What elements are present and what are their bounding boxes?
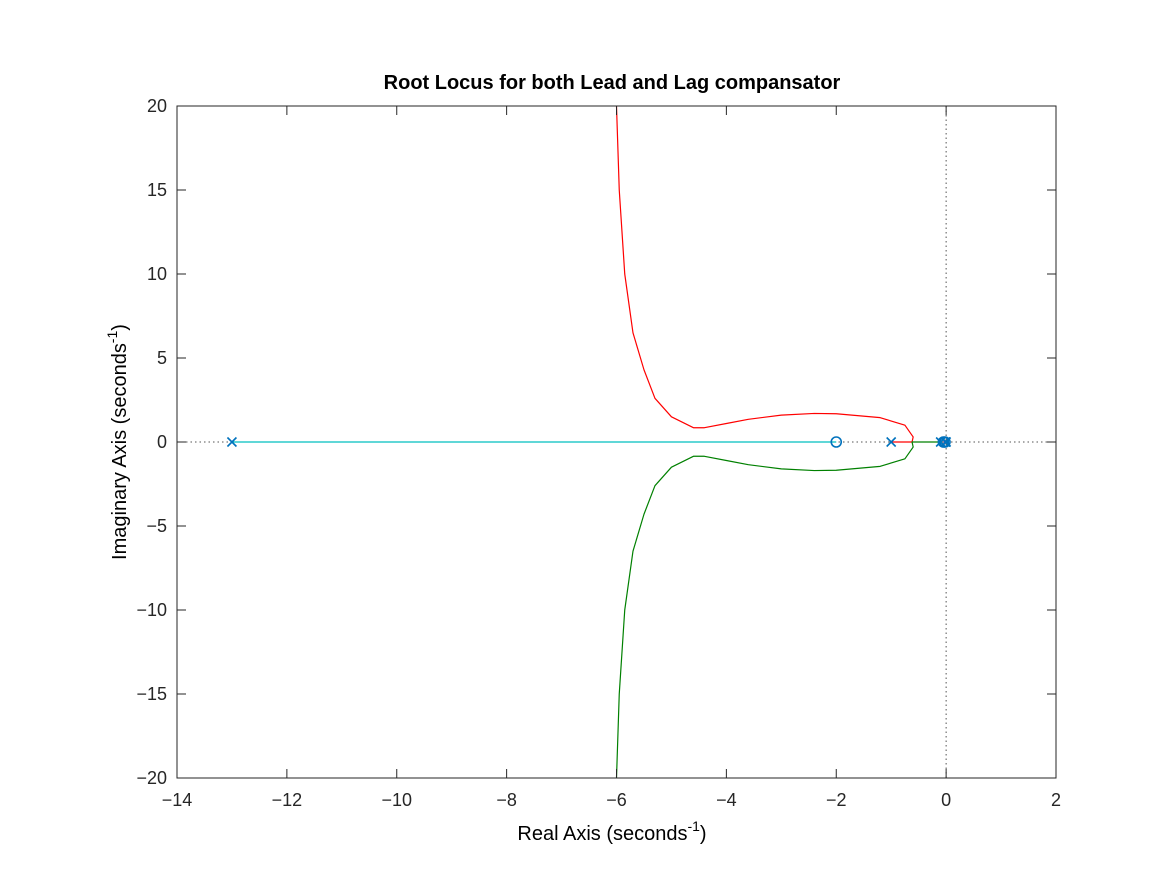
x-tick-label: 0 bbox=[941, 790, 951, 810]
pole-marker-1 bbox=[226, 436, 238, 448]
locus-branches bbox=[231, 105, 947, 779]
y-tick-label: −5 bbox=[146, 516, 167, 536]
x-axis-title: Real Axis (seconds-1) bbox=[517, 818, 706, 845]
chart-title: Root Locus for both Lead and Lag compans… bbox=[384, 72, 841, 94]
pole-marker-2 bbox=[886, 436, 897, 448]
pole-marker-5 bbox=[941, 436, 952, 448]
x-tick-label: −6 bbox=[606, 790, 627, 810]
y-axis-title-exponent: -1 bbox=[104, 331, 120, 344]
y-axis-title-tail: ) bbox=[109, 324, 131, 331]
locus-branch-2 bbox=[615, 441, 941, 779]
y-tick-label: −20 bbox=[136, 768, 167, 788]
locus-branch-1 bbox=[615, 105, 914, 443]
x-axis-title-tail: ) bbox=[700, 823, 707, 845]
zero-marker-1 bbox=[830, 436, 843, 448]
x-tick-label: −10 bbox=[381, 790, 412, 810]
y-tick-label: 10 bbox=[147, 264, 167, 284]
x-tick-label: −4 bbox=[716, 790, 737, 810]
x-axis-title-exponent: -1 bbox=[687, 818, 700, 834]
y-axis-title-text: Imaginary Axis (seconds bbox=[109, 343, 131, 560]
x-tick-label: 2 bbox=[1051, 790, 1061, 810]
y-tick-label: 15 bbox=[147, 180, 167, 200]
x-tick-label: −2 bbox=[826, 790, 847, 810]
pole-zero-markers bbox=[226, 436, 952, 448]
y-tick-label: 5 bbox=[157, 348, 167, 368]
y-tick-label: 20 bbox=[147, 96, 167, 116]
y-tick-label: −10 bbox=[136, 600, 167, 620]
x-axis-title-text: Real Axis (seconds bbox=[517, 823, 687, 845]
x-tick-label: −12 bbox=[272, 790, 303, 810]
x-tick-label: −8 bbox=[496, 790, 517, 810]
y-tick-label: −15 bbox=[136, 684, 167, 704]
y-axis-title: Imaginary Axis (seconds-1) bbox=[104, 324, 131, 560]
y-tick-label: 0 bbox=[157, 432, 167, 452]
x-tick-label: −14 bbox=[162, 790, 193, 810]
